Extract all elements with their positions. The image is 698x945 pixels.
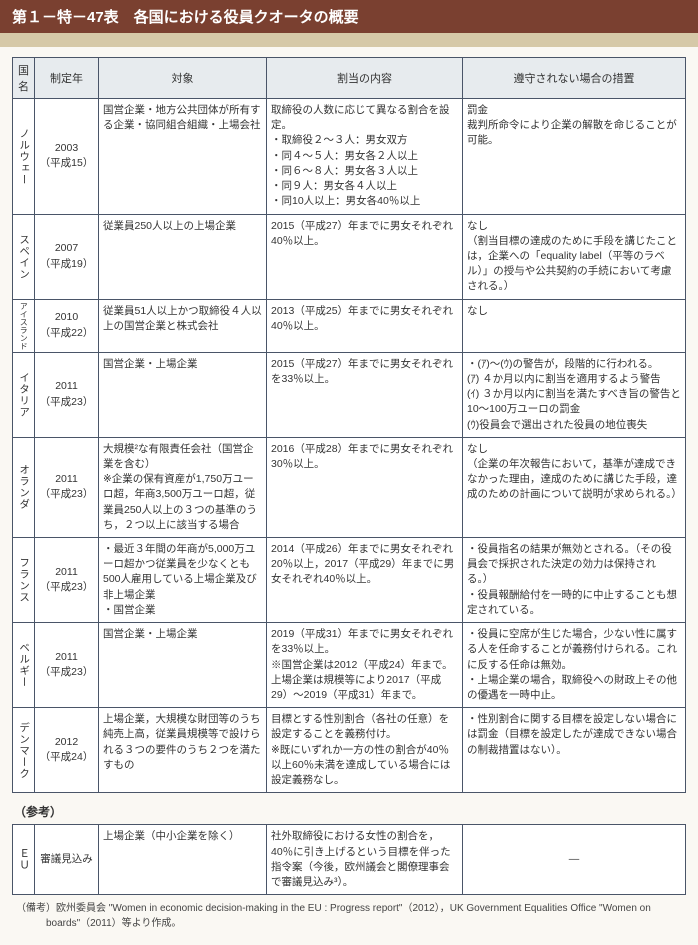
cell-content: 2015（平成27）年までに男女それぞれ40％以上。 [267,214,463,299]
cell-country: デンマーク [13,708,35,793]
ref-content: 社外取締役における女性の割合を，40％に引き上げるという目標を伴った指令案（今後… [267,825,463,895]
cell-target: 国営企業・上場企業 [99,623,267,708]
header-strip [0,33,698,47]
cell-year: 2011 （平成23） [35,538,99,623]
cell-country: ベルギー [13,623,35,708]
footnote: （備考）欧州委員会 "Women in economic decision-ma… [12,895,686,931]
cell-content: 2015（平成27）年までに男女それぞれを33％以上。 [267,352,463,437]
cell-measure: なし [463,299,686,352]
table-row: ベルギー2011 （平成23）国営企業・上場企業2019（平成31）年までに男女… [13,623,686,708]
main-tbody: ノルウェー2003 （平成15）国営企業・地方公共団体が所有する企業・協同組合組… [13,99,686,793]
cell-year: 2012 （平成24） [35,708,99,793]
cell-country: ノルウェー [13,99,35,215]
cell-measure: 罰金 裁判所命令により企業の解散を命じることが可能。 [463,99,686,215]
col-header-4: 遵守されない場合の措置 [463,58,686,99]
cell-measure: なし （割当目標の達成のために手段を講じたことは，企業への「equality l… [463,214,686,299]
cell-year: 2010 （平成22） [35,299,99,352]
cell-target: 従業員250人以上の上場企業 [99,214,267,299]
table-row: フランス2011 （平成23）・最近３年間の年商が5,000万ユーロ超かつ従業員… [13,538,686,623]
cell-country: スペイン [13,214,35,299]
table-row: イタリア2011 （平成23）国営企業・上場企業2015（平成27）年までに男女… [13,352,686,437]
col-header-1: 制定年 [35,58,99,99]
cell-content: 2019（平成31）年までに男女それぞれを33％以上。 ※国営企業は2012（平… [267,623,463,708]
cell-year: 2007 （平成19） [35,214,99,299]
cell-country: アイスランド [13,299,35,352]
cell-target: 上場企業，大規模な財団等のうち純売上高，従業員規模等で設けられる３つの要件のうち… [99,708,267,793]
cell-measure: ・(ｱ)～(ｳ)の警告が，段階的に行われる。 (ｱ) ４か月以内に割当を適用する… [463,352,686,437]
cell-content: 2014（平成26）年までに男女それぞれ20％以上，2017（平成29）年までに… [267,538,463,623]
main-table: 国名制定年対象割当の内容遵守されない場合の措置 ノルウェー2003 （平成15）… [12,57,686,793]
table-row: ノルウェー2003 （平成15）国営企業・地方公共団体が所有する企業・協同組合組… [13,99,686,215]
table-row: アイスランド2010 （平成22）従業員51人以上かつ取締役４人以上の国営企業と… [13,299,686,352]
cell-country: イタリア [13,352,35,437]
ref-year: 審議見込み [35,825,99,895]
main-thead: 国名制定年対象割当の内容遵守されない場合の措置 [13,58,686,99]
cell-target: 国営企業・地方公共団体が所有する企業・協同組合組織・上場会社 [99,99,267,215]
cell-content: 取締役の人数に応じて異なる割合を設定。 ・取締役２～３人：男女双方 ・同４～５人… [267,99,463,215]
cell-measure: ・性別割合に関する目標を設定しない場合には罰金（目標を設定したが達成できない場合… [463,708,686,793]
cell-target: 大規模²な有限責任会社（国営企業を含む） ※企業の保有資産が1,750万ユーロ超… [99,437,267,537]
reference-heading: （参考） [14,803,686,820]
content-wrap: 国名制定年対象割当の内容遵守されない場合の措置 ノルウェー2003 （平成15）… [0,47,698,945]
cell-year: 2011 （平成23） [35,623,99,708]
table-row: オランダ2011 （平成23）大規模²な有限責任会社（国営企業を含む） ※企業の… [13,437,686,537]
reference-row: ＥＵ 審議見込み 上場企業（中小企業を除く） 社外取締役における女性の割合を，4… [13,825,686,895]
cell-country: オランダ [13,437,35,537]
cell-target: ・最近３年間の年商が5,000万ユーロ超かつ従業員を少なくとも500人雇用してい… [99,538,267,623]
ref-measure: — [463,825,686,895]
cell-year: 2003 （平成15） [35,99,99,215]
ref-country: ＥＵ [13,825,35,895]
cell-target: 国営企業・上場企業 [99,352,267,437]
table-title: 第１－特－47表 各国における役員クオータの概要 [0,0,698,33]
cell-content: 2016（平成28）年までに男女それぞれ30％以上。 [267,437,463,537]
table-row: スペイン2007 （平成19）従業員250人以上の上場企業2015（平成27）年… [13,214,686,299]
table-row: デンマーク2012 （平成24）上場企業，大規模な財団等のうち純売上高，従業員規… [13,708,686,793]
col-header-2: 対象 [99,58,267,99]
cell-year: 2011 （平成23） [35,352,99,437]
cell-measure: なし （企業の年次報告において，基準が達成できなかった理由，達成のために講じた手… [463,437,686,537]
cell-measure: ・役員に空席が生じた場合，少ない性に属する人を任命することが義務付けられる。これ… [463,623,686,708]
col-header-3: 割当の内容 [267,58,463,99]
reference-table: ＥＵ 審議見込み 上場企業（中小企業を除く） 社外取締役における女性の割合を，4… [12,824,686,895]
col-header-0: 国名 [13,58,35,99]
cell-content: 2013（平成25）年までに男女それぞれ40％以上。 [267,299,463,352]
cell-measure: ・役員指名の結果が無効とされる。（その役員会で採択された決定の効力は保持される。… [463,538,686,623]
ref-target: 上場企業（中小企業を除く） [99,825,267,895]
cell-year: 2011 （平成23） [35,437,99,537]
cell-target: 従業員51人以上かつ取締役４人以上の国営企業と株式会社 [99,299,267,352]
cell-content: 目標とする性別割合（各社の任意）を設定することを義務付け。 ※既にいずれか一方の… [267,708,463,793]
cell-country: フランス [13,538,35,623]
